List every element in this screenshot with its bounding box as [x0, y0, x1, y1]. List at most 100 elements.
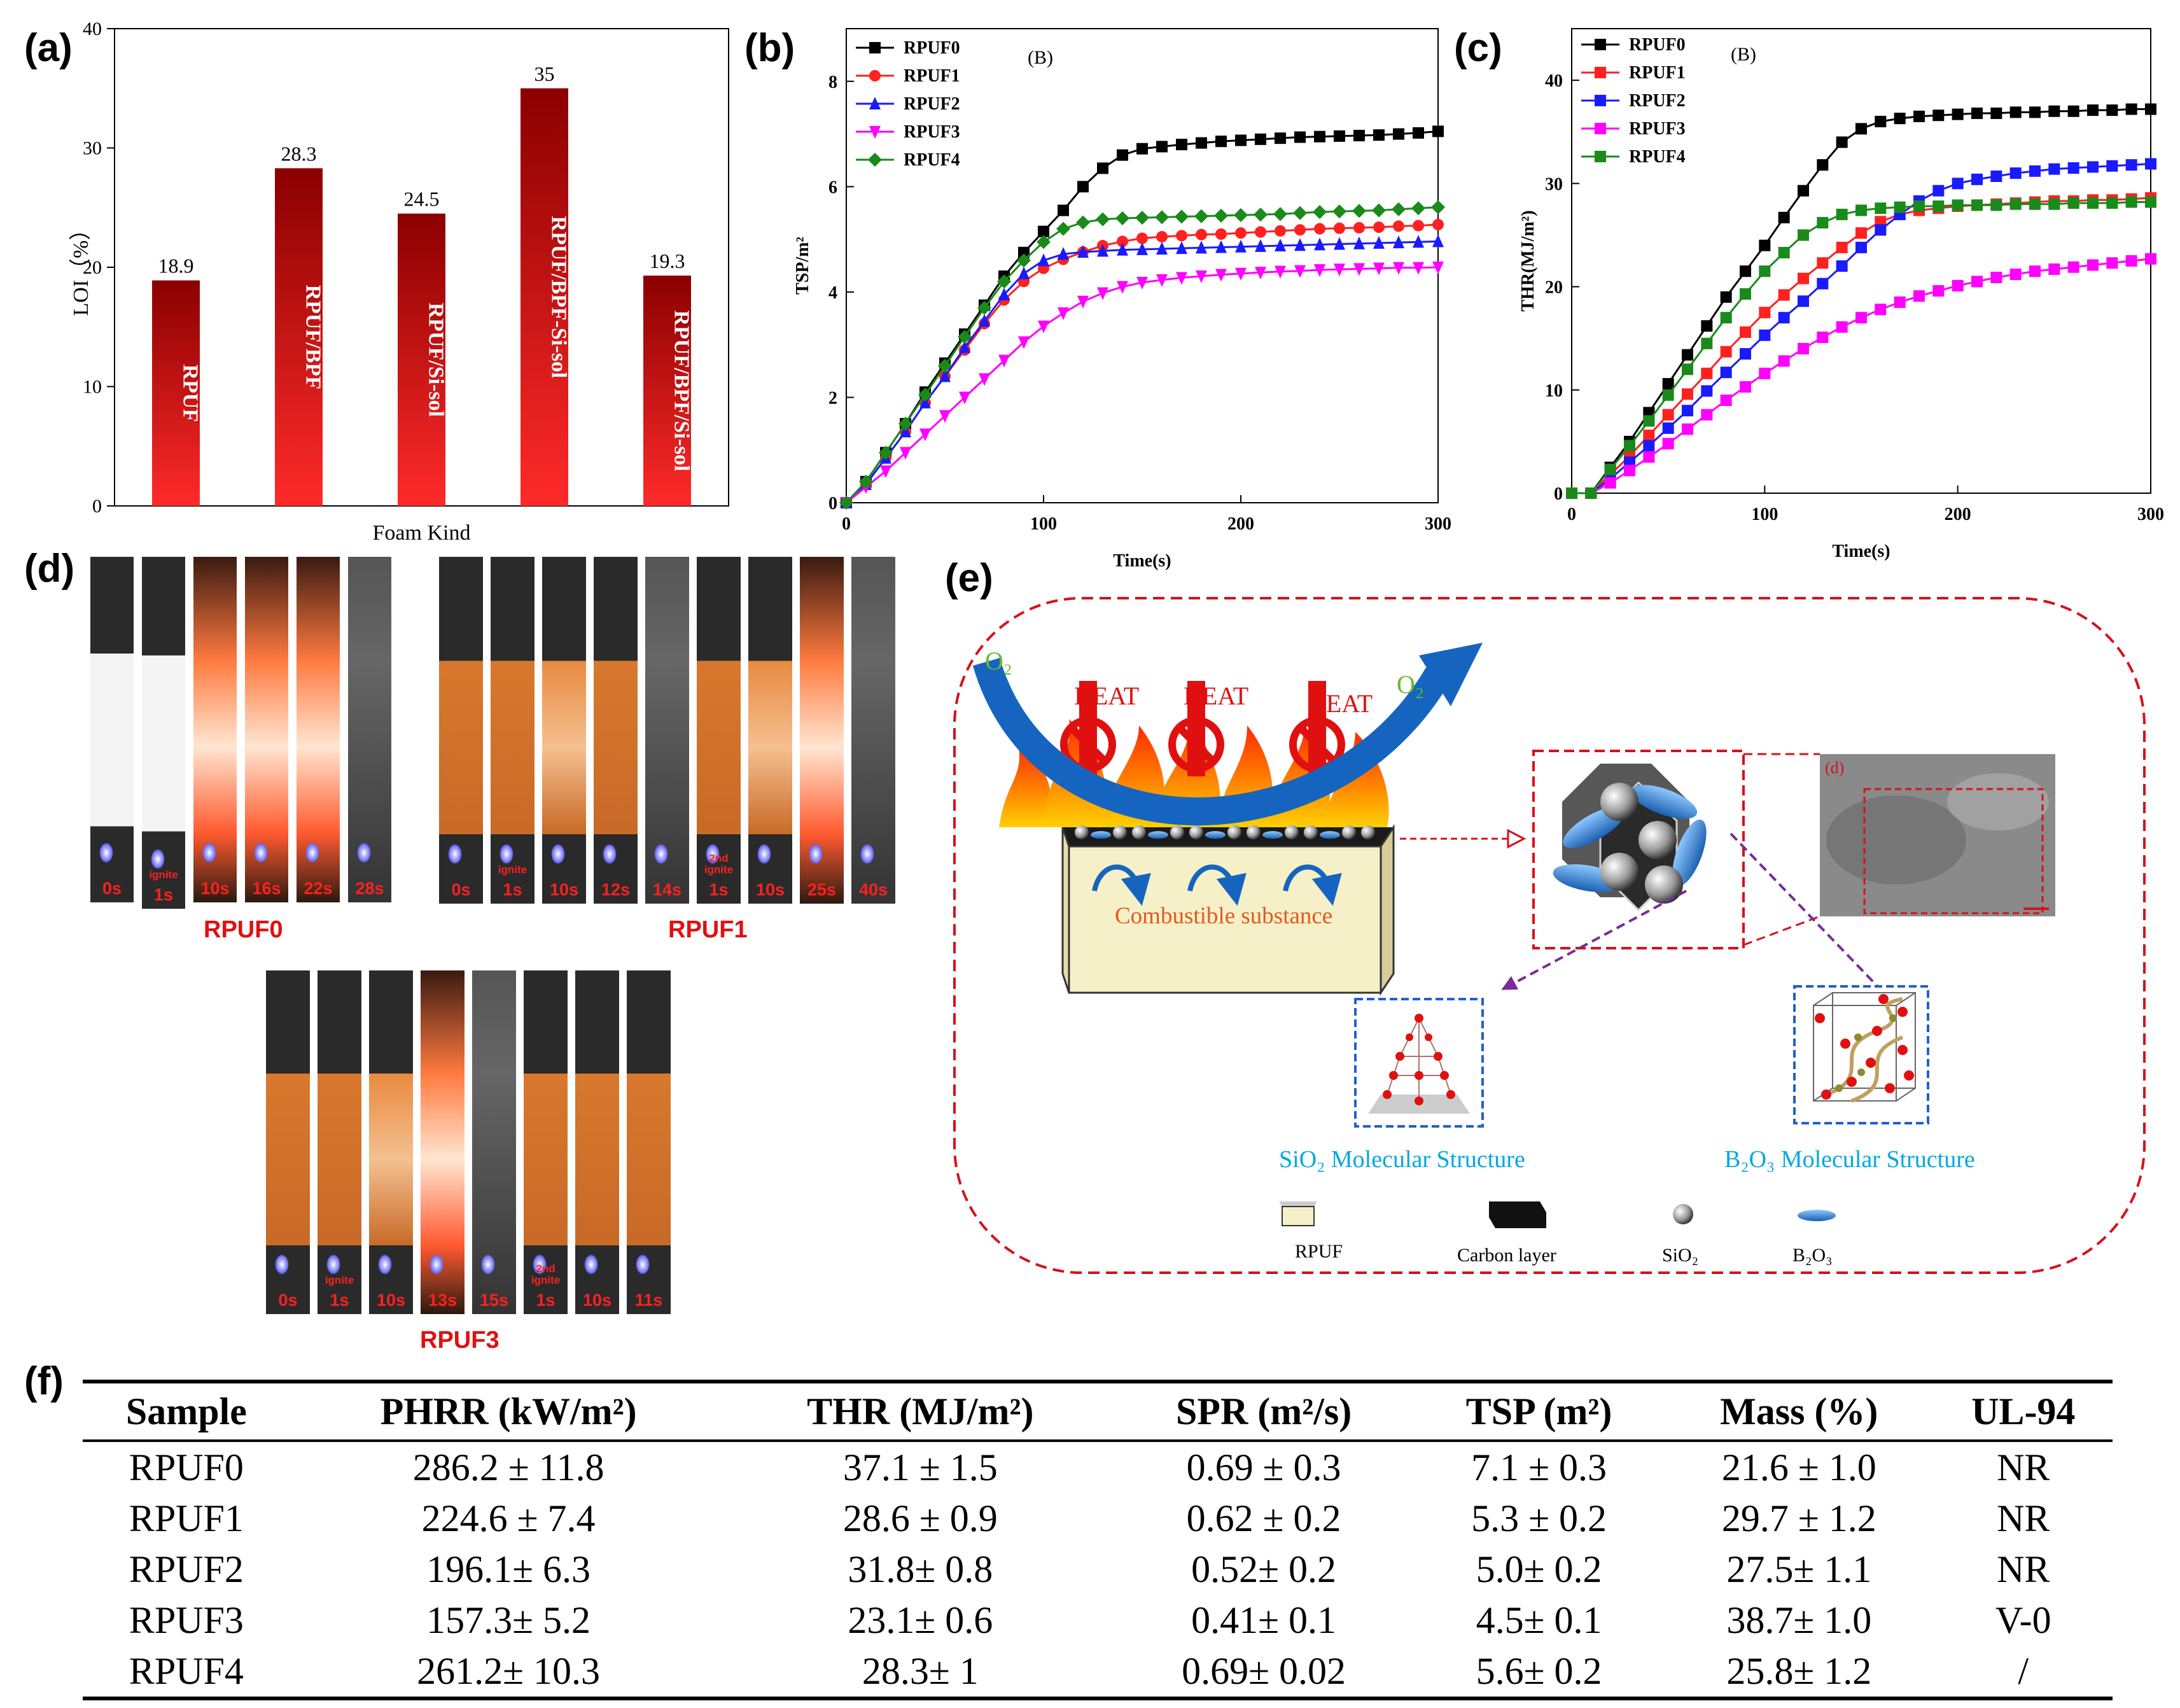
- legend-label: RPUF2: [1629, 91, 1686, 111]
- y-tick-label: 8: [828, 73, 837, 92]
- sem-image: (d): [1820, 754, 2055, 916]
- data-point: [1952, 199, 1964, 211]
- data-point: [1215, 240, 1227, 253]
- data-point: [1432, 125, 1444, 137]
- data-point: [977, 300, 991, 315]
- legend-label: RPUF4: [1629, 147, 1686, 167]
- data-point: [1682, 388, 1693, 400]
- burner-flame-icon: [305, 843, 319, 863]
- data-point: [1990, 108, 2002, 120]
- burner-flame-icon: [533, 1254, 547, 1275]
- table-column-header: SPR (m²/s): [1114, 1380, 1415, 1442]
- flame-retardant-mechanism: (d): [953, 597, 2146, 1274]
- data-point: [2048, 163, 2060, 175]
- data-point: [1778, 247, 1790, 259]
- oxygen-flow-arrow: [972, 657, 1450, 825]
- burner-flame-icon: [202, 843, 216, 863]
- particle-cluster: [1553, 764, 1707, 912]
- burner-flame-icon: [654, 844, 668, 864]
- data-point: [1353, 236, 1365, 249]
- data-point: [1643, 415, 1655, 427]
- data-point: [1778, 211, 1790, 223]
- data-point: [1077, 181, 1089, 193]
- table-cell: RPUF2: [129, 1548, 244, 1590]
- table-cell: RPUF1: [129, 1497, 244, 1539]
- burn-photo-frame: 25s: [800, 557, 844, 904]
- data-point: [2145, 253, 2156, 265]
- x-axis-label: Time(s): [1832, 542, 1890, 561]
- data-point: [1624, 465, 1635, 477]
- burn-photo-frame: 14s: [645, 557, 689, 904]
- data-point: [1855, 123, 1867, 135]
- y-tick-label: 40: [83, 18, 102, 39]
- data-point: [1952, 279, 1964, 291]
- data-point: [1352, 204, 1366, 218]
- data-point: [1720, 291, 1732, 303]
- burner-flame-icon: [706, 844, 720, 864]
- data-point: [1836, 241, 1848, 253]
- data-point: [868, 153, 882, 167]
- carbon-layer-legend-icon: [1489, 1201, 1546, 1228]
- burn-photo-frame: 0s: [266, 970, 310, 1314]
- data-point: [1701, 367, 1713, 379]
- data-point: [1740, 348, 1751, 360]
- table-cell: RPUF0: [129, 1446, 244, 1488]
- data-point: [2048, 105, 2060, 117]
- data-point: [1411, 201, 1425, 216]
- burner-flame-icon: [551, 844, 565, 864]
- series-line: [1572, 258, 2151, 494]
- data-point: [1235, 239, 1247, 253]
- table-cell: 261.2± 10.3: [290, 1646, 727, 1700]
- data-point: [1932, 109, 1945, 122]
- data-point: [1038, 320, 1049, 333]
- panel-label-b: (b): [744, 26, 795, 70]
- data-point: [1682, 349, 1693, 361]
- data-point: [998, 288, 1010, 301]
- data-point: [1393, 220, 1404, 232]
- table-cell: NR: [1997, 1548, 2050, 1590]
- data-point: [1798, 272, 1809, 284]
- data-point: [1058, 247, 1069, 260]
- thr-line-chart: 0 100 200 300 0 10 20 30 40 RPUF0 RPUF1 RPUF2 RPUF3 R…: [1518, 28, 2164, 561]
- bar: [275, 168, 323, 506]
- panel-label-d: (d): [24, 547, 75, 591]
- data-point: [998, 354, 1010, 368]
- legend-label: RPUF0: [1629, 35, 1686, 55]
- data-point: [2125, 159, 2137, 171]
- frame-time-label: 10s: [376, 1291, 406, 1310]
- burner-flame-icon: [430, 1254, 444, 1275]
- photo-group-label: RPUF1: [668, 916, 748, 943]
- legend-label: RPUF1: [1629, 63, 1686, 83]
- data-point: [1275, 265, 1286, 279]
- burn-photo-frame: 1s ignite: [142, 557, 185, 909]
- data-point: [1624, 440, 1635, 452]
- combustible-label: Combustible substance: [1115, 903, 1333, 929]
- bar-value-label: 19.3: [650, 249, 685, 272]
- table-cell: 29.7 ± 1.2: [1721, 1497, 1876, 1539]
- legend-label: RPUF3: [1629, 119, 1686, 139]
- table-row: RPUF0 286.2 ± 11.8 37.1 ± 1.5 0.69 ± 0.3 7.1…: [83, 1441, 2113, 1493]
- burn-photo-frame: 12s: [594, 557, 638, 904]
- data-point: [1595, 39, 1606, 50]
- data-point: [979, 373, 990, 386]
- data-point: [1097, 162, 1108, 174]
- table-cell: 28.3± 1: [727, 1646, 1114, 1700]
- bar: [398, 213, 445, 506]
- data-point: [1720, 312, 1732, 324]
- frame-time-label: 10s: [582, 1291, 612, 1310]
- table-cell: V-0: [1995, 1599, 2051, 1641]
- table-cell: 0.69± 0.02: [1114, 1646, 1415, 1700]
- table-cell: 224.6 ± 7.4: [421, 1497, 596, 1539]
- data-point: [1585, 487, 1597, 499]
- panel-label-c: (c): [1454, 26, 1502, 70]
- data-point: [2067, 197, 2079, 209]
- data-point: [1798, 295, 1809, 307]
- x-tick-label: 300: [2137, 505, 2164, 524]
- data-point: [1373, 221, 1385, 234]
- data-point: [1836, 136, 1848, 148]
- data-point: [869, 97, 881, 109]
- sio2-structure-title: SiO₂ Molecular Structure: [1279, 1146, 1525, 1173]
- data-point: [1234, 208, 1248, 223]
- data-point: [880, 465, 891, 479]
- data-point: [1759, 329, 1771, 341]
